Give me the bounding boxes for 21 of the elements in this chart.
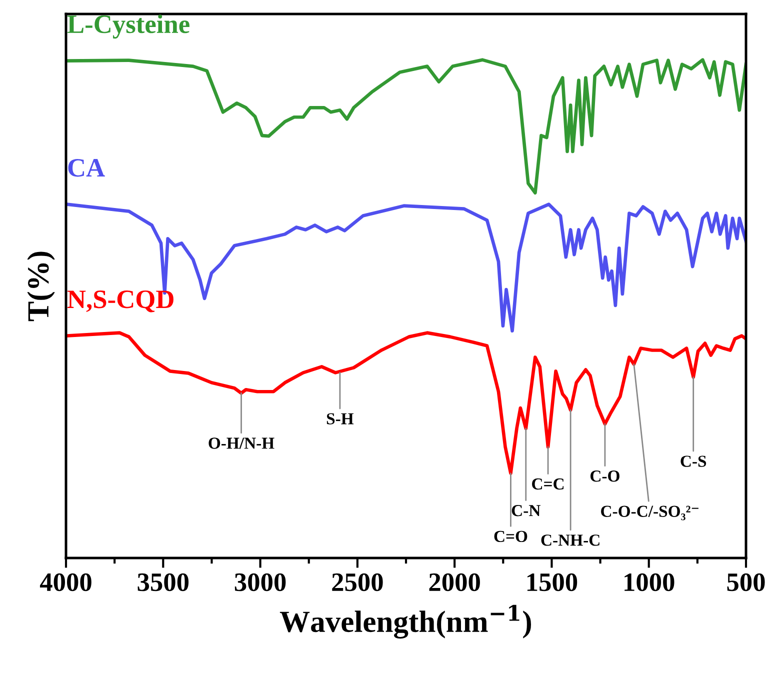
x-tick-label: 500 xyxy=(727,573,765,592)
series-label: N,S-CQD xyxy=(67,290,174,312)
annotation: C=C xyxy=(532,478,564,490)
x-tick-label: 4000 xyxy=(40,573,92,592)
x-tick-label: 1000 xyxy=(624,573,674,592)
y-axis-title: T(%) xyxy=(27,252,55,322)
annotation: S-H xyxy=(326,413,354,424)
x-tick-label: 3500 xyxy=(138,573,189,592)
annotation: O-H/N-H xyxy=(208,438,274,449)
annotation: C-NH-C xyxy=(541,534,600,546)
annotation: C=O xyxy=(494,530,528,542)
x-tick-label: 3000 xyxy=(234,573,286,592)
x-tick-label: 2000 xyxy=(429,573,480,592)
annotation: C-N xyxy=(512,505,540,516)
x-tick-label: 1500 xyxy=(527,573,578,592)
annotation: C-S xyxy=(680,456,706,467)
annotation: C-O xyxy=(590,470,620,482)
x-tick-label: 2500 xyxy=(332,573,383,592)
series-label: CA xyxy=(68,158,105,177)
annotation: C-O-C/-SO₃²⁻ xyxy=(601,506,698,520)
x-axis-title: Wavelength(nm$^{−1}$) xyxy=(280,604,531,639)
